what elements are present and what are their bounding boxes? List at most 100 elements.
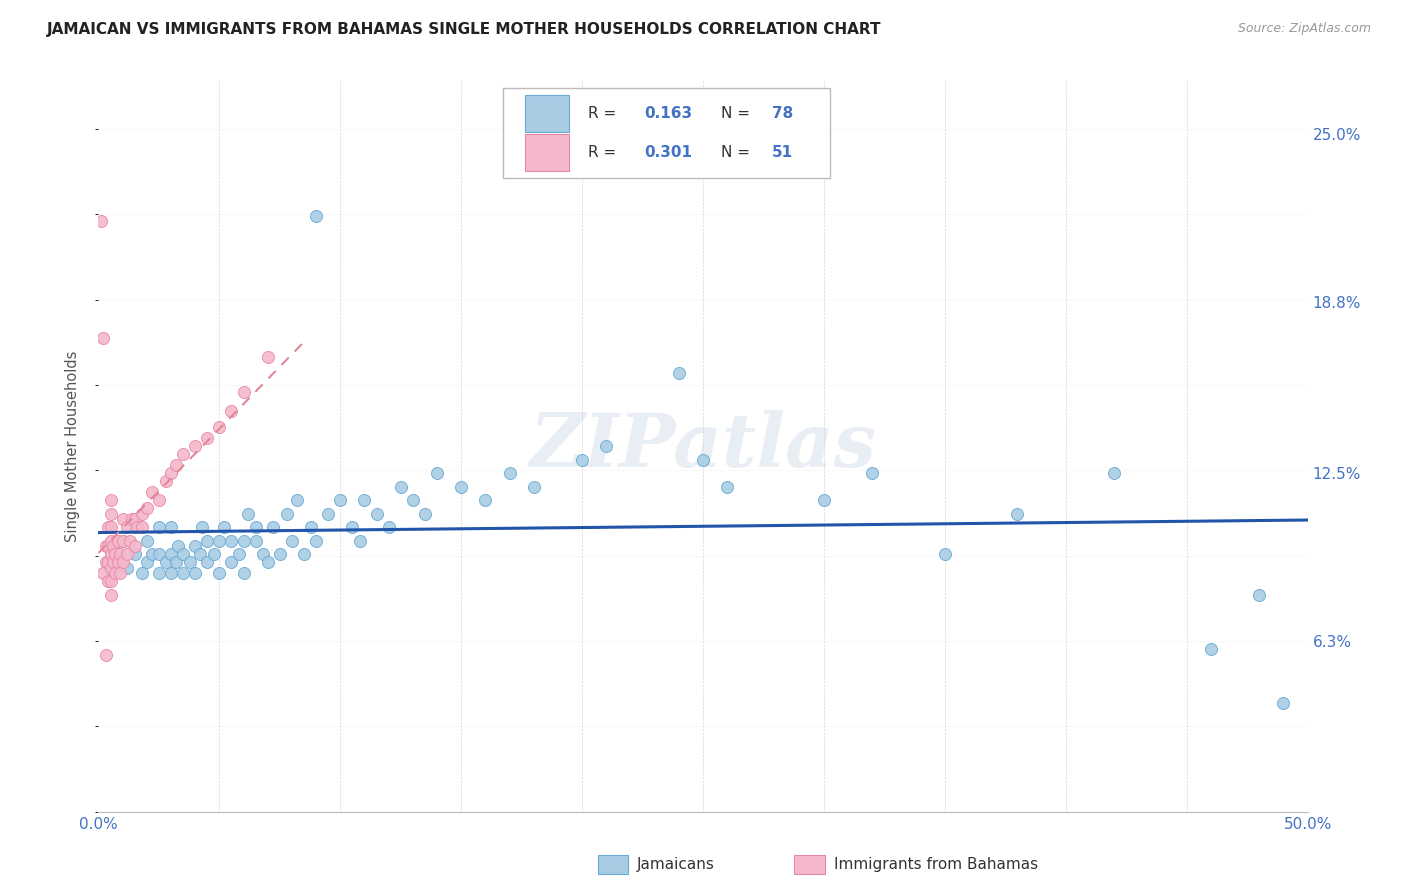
Point: [100, 507, 122, 521]
Point: [402, 493, 425, 508]
Point: [813, 493, 835, 508]
Point: [121, 512, 143, 526]
Text: Jamaicans: Jamaicans: [637, 857, 714, 871]
Point: [117, 520, 139, 534]
Point: [100, 520, 122, 534]
Text: 51: 51: [772, 145, 793, 160]
Point: [91, 331, 114, 345]
Point: [172, 447, 194, 461]
Point: [165, 458, 187, 472]
Point: [934, 547, 956, 561]
Point: [124, 539, 146, 553]
Point: [148, 493, 170, 508]
Point: [124, 512, 146, 526]
Text: N =: N =: [721, 145, 755, 160]
Point: [148, 520, 170, 534]
Point: [1272, 697, 1295, 711]
Point: [131, 507, 153, 521]
Point: [208, 420, 231, 434]
Point: [172, 566, 194, 581]
Point: [208, 566, 231, 581]
Point: [148, 566, 170, 581]
Point: [104, 566, 127, 581]
FancyBboxPatch shape: [503, 88, 830, 178]
Point: [165, 556, 187, 570]
Point: [100, 547, 122, 561]
Point: [523, 480, 546, 494]
Point: [195, 556, 218, 570]
Point: [117, 547, 139, 561]
Point: [97, 539, 120, 553]
Point: [366, 507, 388, 521]
Text: Immigrants from Bahamas: Immigrants from Bahamas: [834, 857, 1038, 871]
Point: [108, 566, 131, 581]
Point: [353, 493, 375, 508]
Point: [450, 480, 472, 494]
Point: [135, 556, 157, 570]
Point: [716, 480, 738, 494]
Point: [305, 209, 328, 223]
Text: Source: ZipAtlas.com: Source: ZipAtlas.com: [1237, 22, 1371, 36]
Point: [329, 493, 352, 508]
Point: [252, 547, 274, 561]
Point: [124, 520, 146, 534]
Point: [111, 533, 134, 548]
Point: [94, 648, 117, 662]
Point: [474, 493, 496, 508]
Point: [108, 547, 131, 561]
Point: [204, 547, 226, 561]
Point: [212, 520, 235, 534]
Point: [256, 556, 278, 570]
Text: 78: 78: [772, 106, 793, 120]
Point: [668, 366, 690, 380]
Point: [107, 556, 129, 570]
Point: [94, 539, 117, 553]
Point: [221, 533, 243, 548]
Point: [232, 566, 254, 581]
Point: [281, 533, 304, 548]
Point: [101, 556, 124, 570]
Point: [118, 533, 141, 548]
Point: [117, 561, 139, 575]
Point: [195, 533, 218, 548]
Text: 0.163: 0.163: [644, 106, 692, 120]
Point: [285, 493, 308, 508]
Point: [245, 520, 267, 534]
Point: [232, 533, 254, 548]
Point: [571, 452, 593, 467]
Point: [148, 547, 170, 561]
Bar: [526, 95, 569, 131]
Point: [172, 547, 194, 561]
Point: [276, 507, 298, 521]
Point: [256, 350, 278, 364]
Point: [377, 520, 399, 534]
Point: [413, 507, 436, 521]
Point: [155, 556, 177, 570]
Point: [104, 547, 127, 561]
Point: [97, 556, 120, 570]
Bar: [526, 135, 569, 171]
Point: [111, 556, 134, 570]
Point: [238, 507, 260, 521]
Point: [269, 547, 291, 561]
Text: JAMAICAN VS IMMIGRANTS FROM BAHAMAS SINGLE MOTHER HOUSEHOLDS CORRELATION CHART: JAMAICAN VS IMMIGRANTS FROM BAHAMAS SING…: [46, 22, 882, 37]
Point: [100, 533, 122, 548]
Point: [155, 474, 177, 488]
Point: [228, 547, 250, 561]
Point: [232, 384, 254, 399]
Point: [131, 566, 153, 581]
Point: [292, 547, 315, 561]
Point: [305, 533, 328, 548]
Point: [141, 547, 163, 561]
Point: [179, 556, 201, 570]
Point: [1199, 642, 1222, 657]
Point: [160, 520, 183, 534]
Point: [389, 480, 412, 494]
Point: [188, 547, 211, 561]
Point: [91, 566, 114, 581]
Point: [107, 533, 129, 548]
Point: [97, 574, 120, 589]
Point: [349, 533, 371, 548]
Point: [131, 520, 153, 534]
Point: [426, 466, 449, 480]
